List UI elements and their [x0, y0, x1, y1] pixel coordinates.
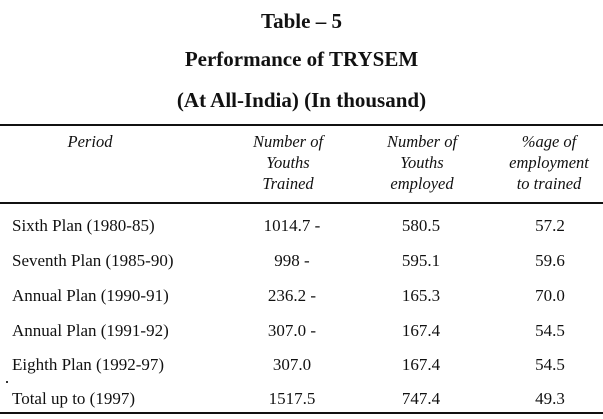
column-header-employed: Number of Youths employed [386, 132, 458, 193]
cell-percentage: 54.5 [535, 321, 565, 340]
table-number: Table – 5 [261, 9, 342, 33]
column-header-period: Period [67, 132, 113, 151]
cell-percentage: 70.0 [535, 286, 565, 305]
header-rule [0, 202, 603, 204]
cell-trained: 307.0 - [267, 321, 317, 340]
cell-employed: 165.3 [401, 286, 441, 305]
column-header-trained: Number of Youths Trained [252, 132, 324, 193]
cell-period: Eighth Plan (1992-97) [12, 355, 165, 374]
cell-trained: 307.0 [272, 355, 312, 374]
table-subtitle: (At All-India) (In thousand) [176, 88, 427, 112]
cell-period: Total up to (1997) [12, 389, 135, 408]
cell-period: Seventh Plan (1985-90) [12, 251, 174, 270]
cell-employed: 580.5 [401, 216, 441, 235]
cell-trained: 1517.5 [268, 389, 316, 408]
table-row-total: Total up to (1997) 1517.5 747.4 49.3 [0, 383, 603, 415]
table-row: Annual Plan (1991-92) 307.0 - 167.4 54.5 [0, 315, 603, 347]
table-title: Performance of TRYSEM [184, 47, 419, 71]
top-rule [0, 124, 603, 126]
cell-period: Annual Plan (1990-91) [12, 286, 169, 305]
column-header-percentage: %age of employment to trained [509, 132, 589, 193]
table-row: Eighth Plan (1992-97) 307.0 167.4 54.5 [0, 349, 603, 381]
cell-employed: 595.1 [401, 251, 441, 270]
table-row: Seventh Plan (1985-90) 998 - 595.1 59.6 [0, 245, 603, 277]
cell-period: Annual Plan (1991-92) [12, 321, 169, 340]
cell-percentage: 54.5 [535, 355, 565, 374]
cell-period: Sixth Plan (1980-85) [12, 216, 155, 235]
cell-percentage: 49.3 [535, 389, 565, 408]
cell-trained: 236.2 - [267, 286, 317, 305]
scan-speck [6, 381, 8, 383]
table-row: Sixth Plan (1980-85) 1014.7 - 580.5 57.2 [0, 210, 603, 242]
table-row: Annual Plan (1990-91) 236.2 - 165.3 70.0 [0, 280, 603, 312]
cell-employed: 747.4 [401, 389, 441, 408]
cell-percentage: 57.2 [535, 216, 565, 235]
cell-percentage: 59.6 [535, 251, 565, 270]
bottom-rule [0, 412, 603, 414]
cell-trained: 1014.7 - [263, 216, 321, 235]
cell-employed: 167.4 [401, 321, 441, 340]
cell-trained: 998 - [274, 251, 310, 270]
cell-employed: 167.4 [401, 355, 441, 374]
